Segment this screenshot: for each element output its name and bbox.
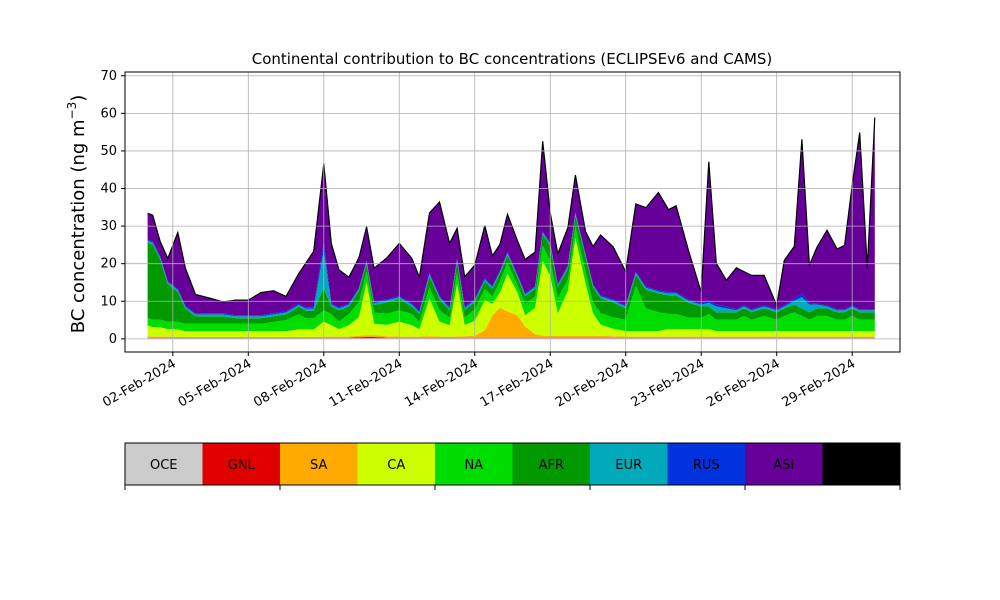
area-sa (147, 307, 875, 338)
plot-area: 0 10 20 30 40 50 60 70 02-Feb-202405-Feb-202408-… (100, 69, 901, 410)
y-axis-label: BC concentration (ng m−3) (65, 95, 89, 334)
colorbar-label-gnl: GNL (228, 458, 256, 473)
y-tick-label: 60 (100, 106, 117, 121)
area-na (147, 226, 875, 332)
x-tick-label: 05-Feb-2024 (176, 356, 255, 410)
colorbar-label-eur: EUR (615, 458, 642, 473)
colorbar-label-aus: AUS (848, 458, 875, 473)
colorbar-label-rus: RUS (693, 458, 720, 473)
x-tick-label: 20-Feb-2024 (553, 356, 632, 410)
colorbar-swatch-sa (280, 443, 358, 485)
y-tick-label: 0 (109, 332, 117, 347)
total-concentration-line (147, 117, 876, 308)
x-tick-label: 11-Feb-2024 (327, 356, 406, 410)
area-afr (147, 215, 875, 324)
x-tick-label: 23-Feb-2024 (629, 356, 708, 410)
y-tick-label: 50 (100, 144, 117, 159)
colorbar-swatch-ca (357, 443, 435, 485)
colorbar-swatch-afr (512, 443, 590, 485)
colorbar-swatch-na (435, 443, 513, 485)
colorbar-label-ca: CA (387, 458, 405, 473)
area-rus (147, 212, 875, 317)
colorbar-swatch-gnl (202, 443, 280, 485)
y-tick-label: 70 (100, 69, 117, 84)
y-axis-label-close: ) (68, 95, 89, 102)
y-tick-label: 20 (100, 257, 117, 272)
y-tick-label: 30 (100, 219, 117, 234)
y-tick-label: 10 (100, 294, 117, 309)
area-gnl (147, 337, 875, 339)
x-tick-label: 14-Feb-2024 (402, 356, 481, 410)
y-tick-label: 40 (100, 182, 117, 197)
plot-frame (124, 71, 901, 353)
colorbar-swatch-asi (745, 443, 823, 485)
area-eur (147, 213, 875, 319)
colorbar-label-asi: ASI (773, 458, 794, 473)
x-tick-label: 02-Feb-2024 (100, 356, 179, 410)
area-ca (147, 238, 875, 337)
colorbar-label-afr: AFR (539, 458, 564, 473)
colorbar-legend: OCE GNL SA CA NA AFR EUR RUS ASI AUS (124, 442, 901, 490)
x-tick-label: 26-Feb-2024 (704, 356, 783, 410)
x-tick-label: 17-Feb-2024 (478, 356, 557, 410)
colorbar-swatch-oce (125, 443, 203, 485)
colorbar-label-sa: SA (310, 458, 327, 473)
colorbar-swatch-aus (822, 443, 900, 485)
chart-title: Continental contribution to BC concentra… (252, 50, 773, 68)
colorbar-label-na: NA (464, 458, 483, 473)
y-axis-label-exponent: −3 (65, 102, 79, 120)
colorbar-frame (124, 442, 901, 486)
colorbar-swatch-rus (667, 443, 745, 485)
x-tick-label: 29-Feb-2024 (780, 356, 859, 410)
colorbar-label-oce: OCE (150, 458, 178, 473)
y-axis-label-main: BC concentration (ng m (68, 119, 89, 333)
x-tick-label: 08-Feb-2024 (251, 356, 330, 410)
colorbar-swatch-eur (590, 443, 668, 485)
